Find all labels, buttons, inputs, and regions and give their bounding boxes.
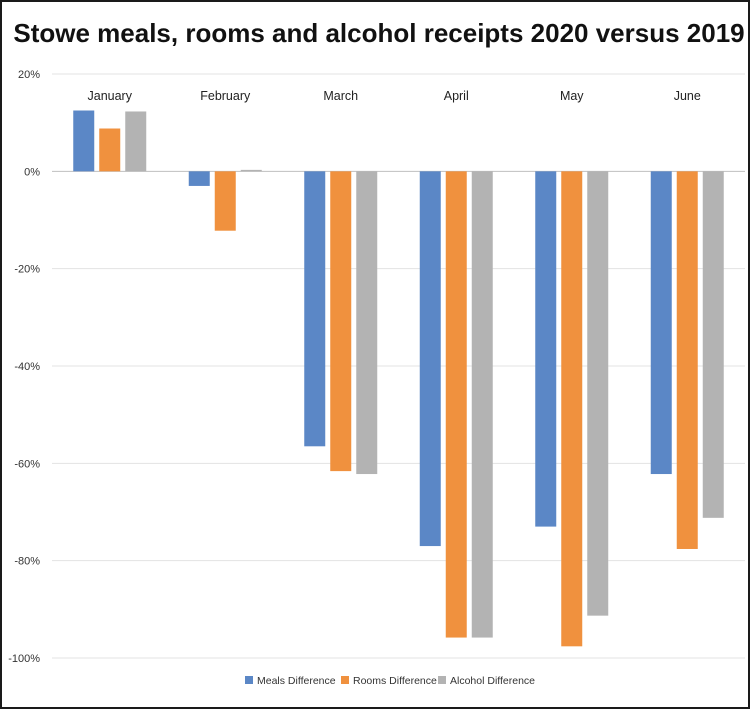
y-tick-label: 20%	[18, 69, 40, 81]
y-tick-label: -20%	[14, 264, 40, 276]
y-tick-label: 0%	[24, 166, 40, 178]
legend-label: Rooms Difference	[353, 675, 437, 687]
bar	[561, 171, 583, 647]
bar	[535, 171, 557, 527]
y-axis-ticks: 20% 0% -20% -40% -60% -80% -100%	[8, 69, 40, 665]
bar	[445, 171, 467, 638]
bars	[73, 110, 724, 647]
category-label: March	[323, 89, 358, 103]
category-label: January	[88, 89, 133, 103]
bar	[125, 111, 147, 172]
bar	[356, 171, 378, 475]
legend-label: Alcohol Difference	[450, 675, 535, 687]
legend-swatch	[438, 676, 446, 684]
bar	[214, 171, 236, 231]
legend: Meals Difference Rooms Difference Alcohol …	[245, 675, 535, 687]
bar	[650, 171, 672, 475]
category-label: April	[444, 89, 469, 103]
chart-title: Stowe meals, rooms and alcohol receipts …	[13, 18, 744, 48]
bar	[240, 169, 262, 172]
y-tick-label: -40%	[14, 361, 40, 373]
category-label: February	[200, 89, 251, 103]
bar	[676, 171, 698, 549]
bar	[188, 171, 210, 186]
gridlines	[52, 73, 745, 659]
bar	[587, 171, 609, 616]
bar	[99, 128, 121, 172]
bar	[471, 171, 493, 638]
bar	[304, 171, 326, 447]
category-labels: January February March April May June	[88, 89, 701, 103]
bar	[73, 110, 95, 172]
bar	[419, 171, 441, 547]
category-label: May	[560, 89, 584, 103]
legend-swatch	[245, 676, 253, 684]
bar	[330, 171, 352, 472]
y-tick-label: -100%	[8, 653, 40, 665]
legend-swatch	[341, 676, 349, 684]
category-label: June	[674, 89, 701, 103]
y-tick-label: -60%	[14, 458, 40, 470]
bar	[702, 171, 724, 518]
y-tick-label: -80%	[14, 556, 40, 568]
legend-label: Meals Difference	[257, 675, 336, 687]
